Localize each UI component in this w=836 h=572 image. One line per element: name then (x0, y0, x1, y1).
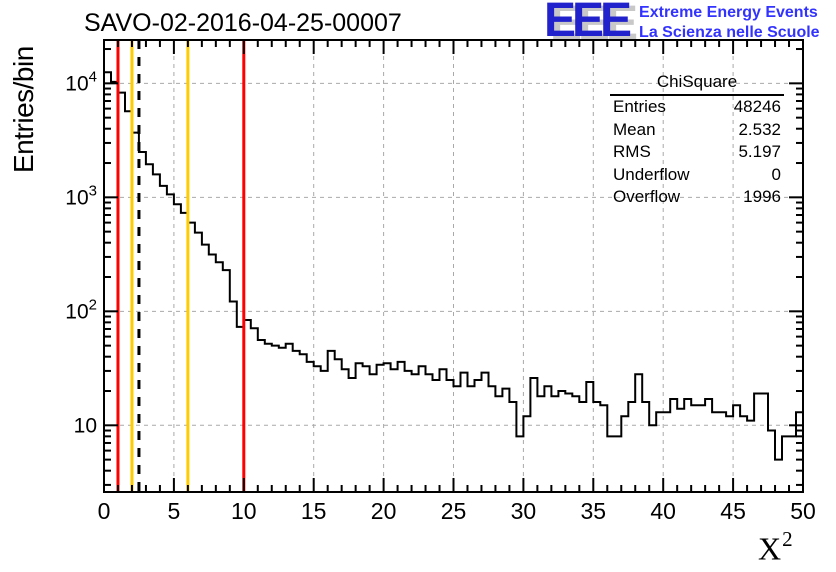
x-axis-title-base: X (758, 530, 782, 567)
y-tick-label: 102 (65, 296, 97, 323)
stats-row-overflow: Overflow 1996 (610, 186, 784, 209)
x-tick-label: 45 (720, 498, 746, 524)
x-tick-label: 30 (511, 498, 537, 524)
stats-row-rms: RMS 5.197 (610, 141, 784, 164)
stats-box: ChiSquare Entries 48246 Mean 2.532 RMS 5… (610, 72, 784, 209)
eee-logo: EEE Extreme Energy Events La Scienza nel… (544, 0, 820, 47)
plot-title: SAVO-02-2016-04-25-00007 (84, 9, 402, 37)
stats-row-mean: Mean 2.532 (610, 119, 784, 142)
y-tick-label: 10 (74, 414, 97, 437)
y-axis-title: Entries/bin (8, 46, 39, 173)
stats-label: Overflow (613, 187, 681, 207)
x-tick-label: 50 (790, 498, 816, 524)
eee-logo-line2: La Scienza nelle Scuole (639, 23, 820, 41)
eee-logo-line1: Extreme Energy Events (639, 4, 818, 21)
x-axis-title-exponent: 2 (782, 527, 793, 551)
stats-label: RMS (613, 142, 651, 162)
stats-value: 48246 (733, 97, 781, 117)
y-tick-label: 104 (65, 68, 97, 95)
stats-value: 2.532 (738, 119, 781, 139)
histogram-line (104, 71, 803, 461)
x-tick-label: 25 (441, 498, 467, 524)
stats-value: 0 (771, 164, 781, 184)
tick-labels: 0 5 10 15 20 25 30 35 40 45 50 10 102 103 104 (65, 68, 816, 524)
x-tick-label: 20 (371, 498, 397, 524)
eee-logo-text: Extreme Energy Events La Scienza nelle S… (639, 3, 820, 42)
x-tick-label: 10 (231, 498, 257, 524)
x-tick-label: 15 (301, 498, 327, 524)
stats-label: Mean (613, 119, 656, 139)
x-tick-label: 40 (650, 498, 676, 524)
eee-logo-mark: EEE (544, 0, 632, 47)
histogram (104, 71, 803, 461)
x-tick-label: 35 (581, 498, 607, 524)
x-axis-title: X2 (758, 527, 793, 568)
stats-label: Underflow (613, 164, 690, 184)
stats-value: 5.197 (738, 142, 781, 162)
stats-label: Entries (613, 97, 666, 117)
stats-value: 1996 (743, 187, 781, 207)
x-tick-label: 0 (98, 498, 111, 524)
stats-row-underflow: Underflow 0 (610, 164, 784, 187)
stats-row-entries: Entries 48246 (610, 96, 784, 119)
x-tick-label: 5 (168, 498, 181, 524)
cut-lines (116, 40, 246, 492)
stats-title: ChiSquare (610, 72, 784, 96)
y-tick-label: 103 (65, 182, 97, 209)
axis-ticks (103, 40, 804, 492)
